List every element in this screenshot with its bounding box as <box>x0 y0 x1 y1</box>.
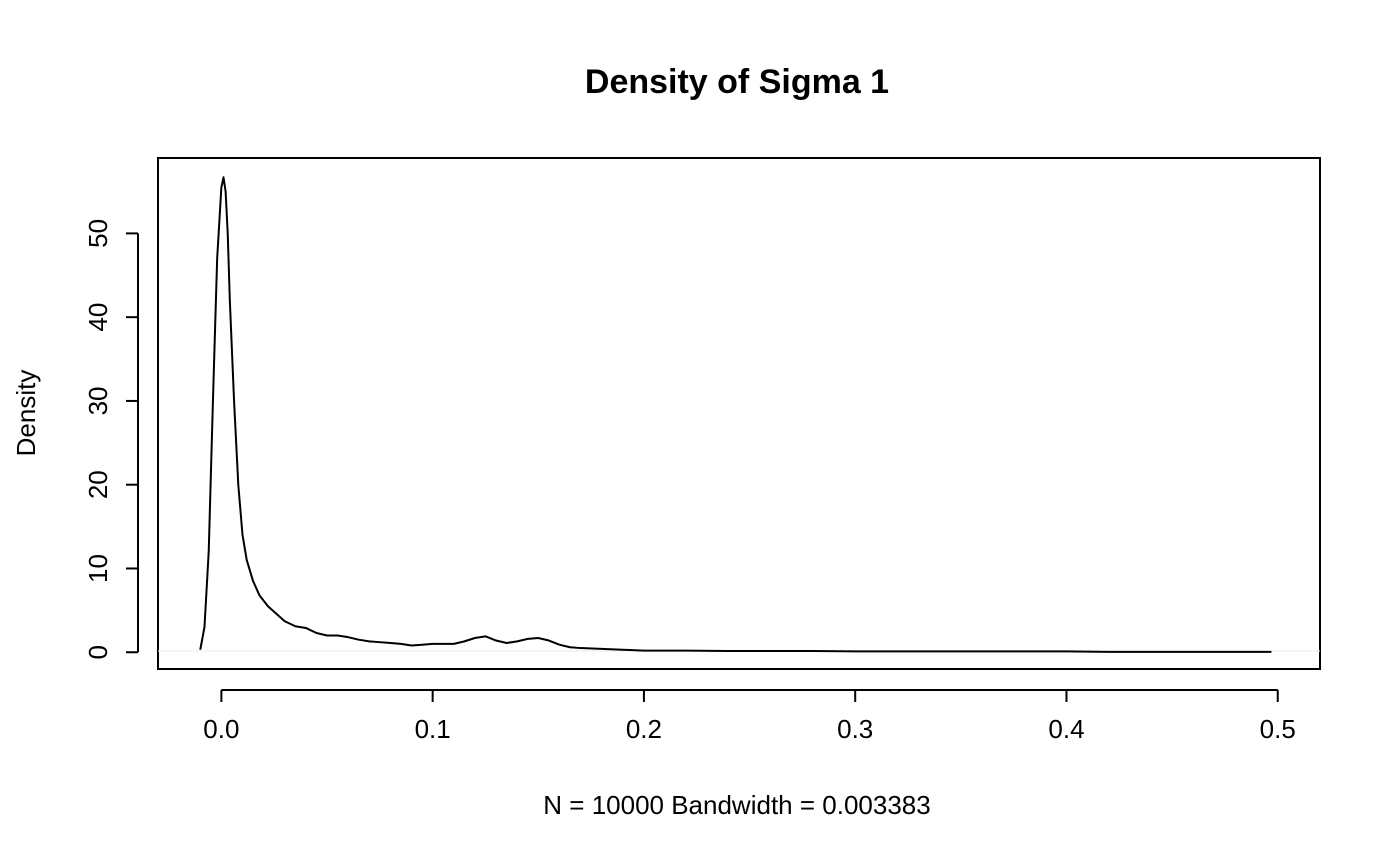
x-tick-label: 0.1 <box>415 714 451 744</box>
y-tick-label: 50 <box>83 219 113 248</box>
x-tick-label: 0.4 <box>1048 714 1084 744</box>
x-tick-label: 0.2 <box>626 714 662 744</box>
y-tick-label: 10 <box>83 554 113 583</box>
y-tick-label: 30 <box>83 386 113 415</box>
x-tick-label: 0.5 <box>1260 714 1296 744</box>
y-tick-label: 40 <box>83 303 113 332</box>
x-axis-label: N = 10000 Bandwidth = 0.003383 <box>543 790 930 820</box>
density-line <box>199 176 1272 653</box>
plot-frame <box>157 157 1321 670</box>
y-axis-label: Density <box>11 370 41 457</box>
y-axis: 0 10 20 30 40 50 <box>83 219 139 659</box>
x-tick-label: 0.3 <box>837 714 873 744</box>
y-tick-label: 0 <box>83 645 113 659</box>
x-axis: 0.0 0.1 0.2 0.3 0.4 0.5 <box>203 689 1296 744</box>
x-tick-label: 0.0 <box>203 714 239 744</box>
y-tick-label: 20 <box>83 470 113 499</box>
chart-title: Density of Sigma 1 <box>585 63 889 101</box>
